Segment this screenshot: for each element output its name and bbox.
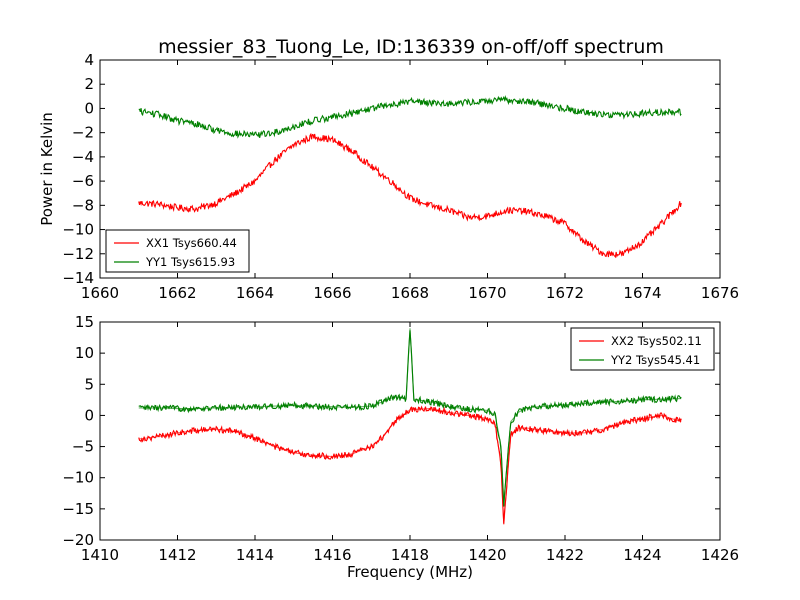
x-tick-label: 1668: [391, 284, 429, 302]
x-tick-label: 1426: [701, 546, 739, 564]
x-tick-label: 1422: [546, 546, 584, 564]
x-tick-label: 1674: [623, 284, 661, 302]
y-axis-label: Power in Kelvin: [38, 112, 56, 226]
y-tick-label: −4: [72, 148, 94, 166]
y-tick-label: −15: [62, 500, 94, 518]
legend-entry: YY2 Tsys545.41: [610, 353, 700, 367]
legend: XX1 Tsys660.44 YY1 Tsys615.93: [105, 229, 250, 273]
y-tick-label: −5: [72, 438, 94, 456]
y-tick-label: −8: [72, 196, 94, 214]
y-tick-label: −14: [62, 269, 94, 287]
x-tick-label: 1424: [623, 546, 661, 564]
y-tick-label: −20: [62, 531, 94, 549]
y-tick-label: 2: [84, 75, 94, 93]
y-tick-label: 5: [84, 375, 94, 393]
y-tick-label: 10: [75, 344, 94, 362]
legend-entry: XX2 Tsys502.11: [611, 334, 702, 348]
x-tick-label: 1662: [158, 284, 196, 302]
figure-title: messier_83_Tuong_Le, ID:136339 on-off/of…: [158, 36, 664, 58]
series-line-1-2: [138, 94, 682, 139]
legend-entry: YY1 Tsys615.93: [145, 255, 235, 269]
x-tick-label: 1676: [701, 284, 739, 302]
series-line-1-1: [138, 132, 682, 259]
y-tick-label: 0: [84, 406, 94, 424]
y-tick-label: −10: [62, 221, 94, 239]
x-tick-label: 1660: [81, 284, 119, 302]
x-tick-label: 1672: [546, 284, 584, 302]
legend: XX2 Tsys502.11 YY2 Tsys545.41: [570, 327, 715, 371]
x-axis-label: Frequency (MHz): [347, 563, 473, 581]
legend-box: [105, 229, 250, 273]
legend-box: [570, 327, 715, 371]
x-tick-label: 1410: [81, 546, 119, 564]
series-trend-2-1: [138, 408, 682, 525]
y-tick-label: 4: [84, 51, 94, 69]
y-tick-label: 15: [75, 313, 94, 331]
x-tick-label: 1664: [236, 284, 274, 302]
y-tick-label: −10: [62, 469, 94, 487]
legend-entry: XX1 Tsys660.44: [146, 236, 237, 250]
x-tick-label: 1670: [468, 284, 506, 302]
x-tick-label: 1420: [468, 546, 506, 564]
y-tick-label: −6: [72, 172, 94, 190]
top-subplot: 1660 1662 1664 1666 1668 1670 1672 1674 1676 −14 −…: [62, 51, 739, 302]
x-tick-label: 1412: [158, 546, 196, 564]
x-tick-label: 1418: [391, 546, 429, 564]
y-tick-label: 0: [84, 99, 94, 117]
series-trend-2-2: [138, 328, 682, 506]
x-tick-label: 1416: [313, 546, 351, 564]
bottom-subplot: 1410 1412 1414 1416 1418 1420 1422 1424 1426 −20 −…: [62, 313, 739, 564]
y-tick-label: −12: [62, 245, 94, 263]
x-tick-label: 1666: [313, 284, 351, 302]
y-tick-label: −2: [72, 124, 94, 142]
x-tick-label: 1414: [236, 546, 274, 564]
